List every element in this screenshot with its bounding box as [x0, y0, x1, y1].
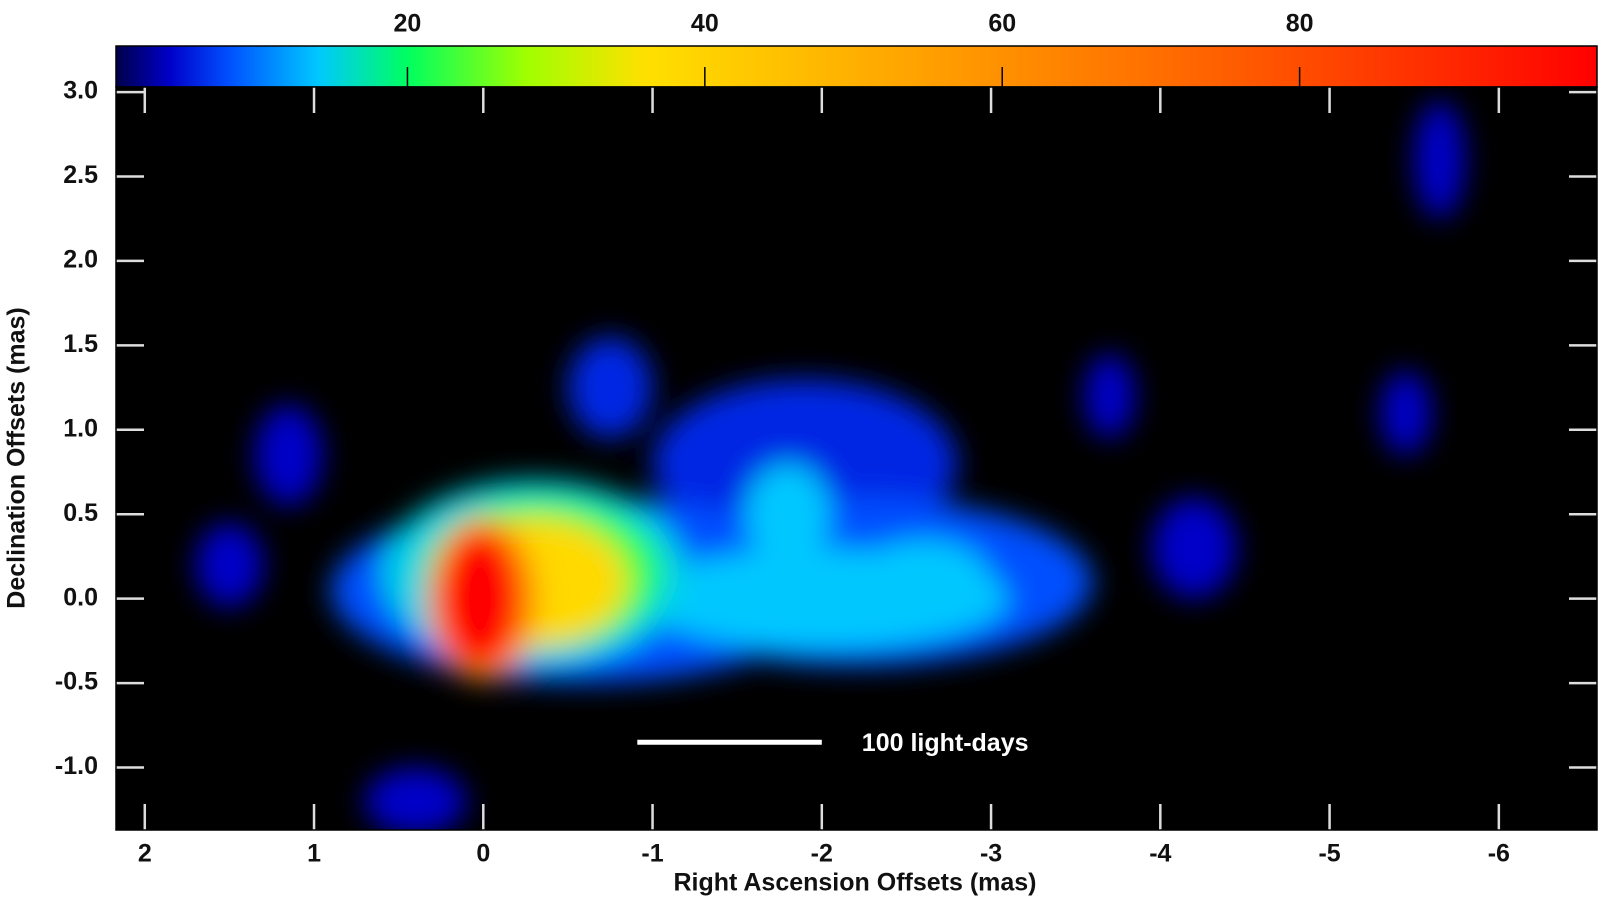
emission-component — [745, 463, 831, 565]
emission-component — [1380, 370, 1432, 456]
colorbar-tick-label: 40 — [691, 10, 719, 38]
colorbar-tick-label: 20 — [394, 10, 422, 38]
emission-component — [1084, 353, 1135, 439]
colorbar — [115, 45, 1598, 88]
x-axis-label: Right Ascension Offsets (mas) — [673, 869, 1036, 897]
y-tick-label: 0.5 — [63, 499, 98, 527]
colorbar-tick-label: 60 — [988, 10, 1016, 38]
x-tick-label: -1 — [641, 840, 663, 868]
y-tick-label: 2.5 — [63, 161, 98, 189]
emission-map — [195, 100, 1465, 830]
y-tick-label: 0.0 — [63, 583, 98, 611]
emission-component — [855, 539, 992, 624]
y-tick-label: 3.0 — [63, 77, 98, 105]
y-tick-label: 2.0 — [63, 246, 98, 274]
colorbar-tick-label: 80 — [1286, 10, 1314, 38]
x-tick-label: 0 — [476, 840, 490, 868]
x-tick-label: 2 — [138, 840, 152, 868]
y-tick-label: 1.5 — [63, 330, 98, 358]
y-tick-label: -1.0 — [55, 752, 98, 780]
emission-component — [195, 522, 264, 608]
x-tick-label: 1 — [307, 840, 321, 868]
x-tick-label: -4 — [1149, 840, 1171, 868]
x-tick-label: -5 — [1318, 840, 1340, 868]
emission-component — [437, 527, 523, 670]
y-axis-label: Declination Offsets (mas) — [3, 307, 31, 608]
y-tick-label: -0.5 — [55, 668, 98, 696]
emission-component — [567, 336, 653, 439]
x-tick-label: -6 — [1488, 840, 1510, 868]
x-tick-label: -3 — [980, 840, 1002, 868]
emission-component — [364, 767, 467, 830]
scale-bar-label: 100 light-days — [862, 729, 1029, 757]
y-tick-label: 1.0 — [63, 414, 98, 442]
emission-component — [254, 404, 323, 506]
emission-component — [1414, 100, 1465, 219]
x-tick-label: -2 — [811, 840, 833, 868]
emission-component — [1151, 497, 1237, 599]
plot-frame — [115, 86, 1598, 831]
